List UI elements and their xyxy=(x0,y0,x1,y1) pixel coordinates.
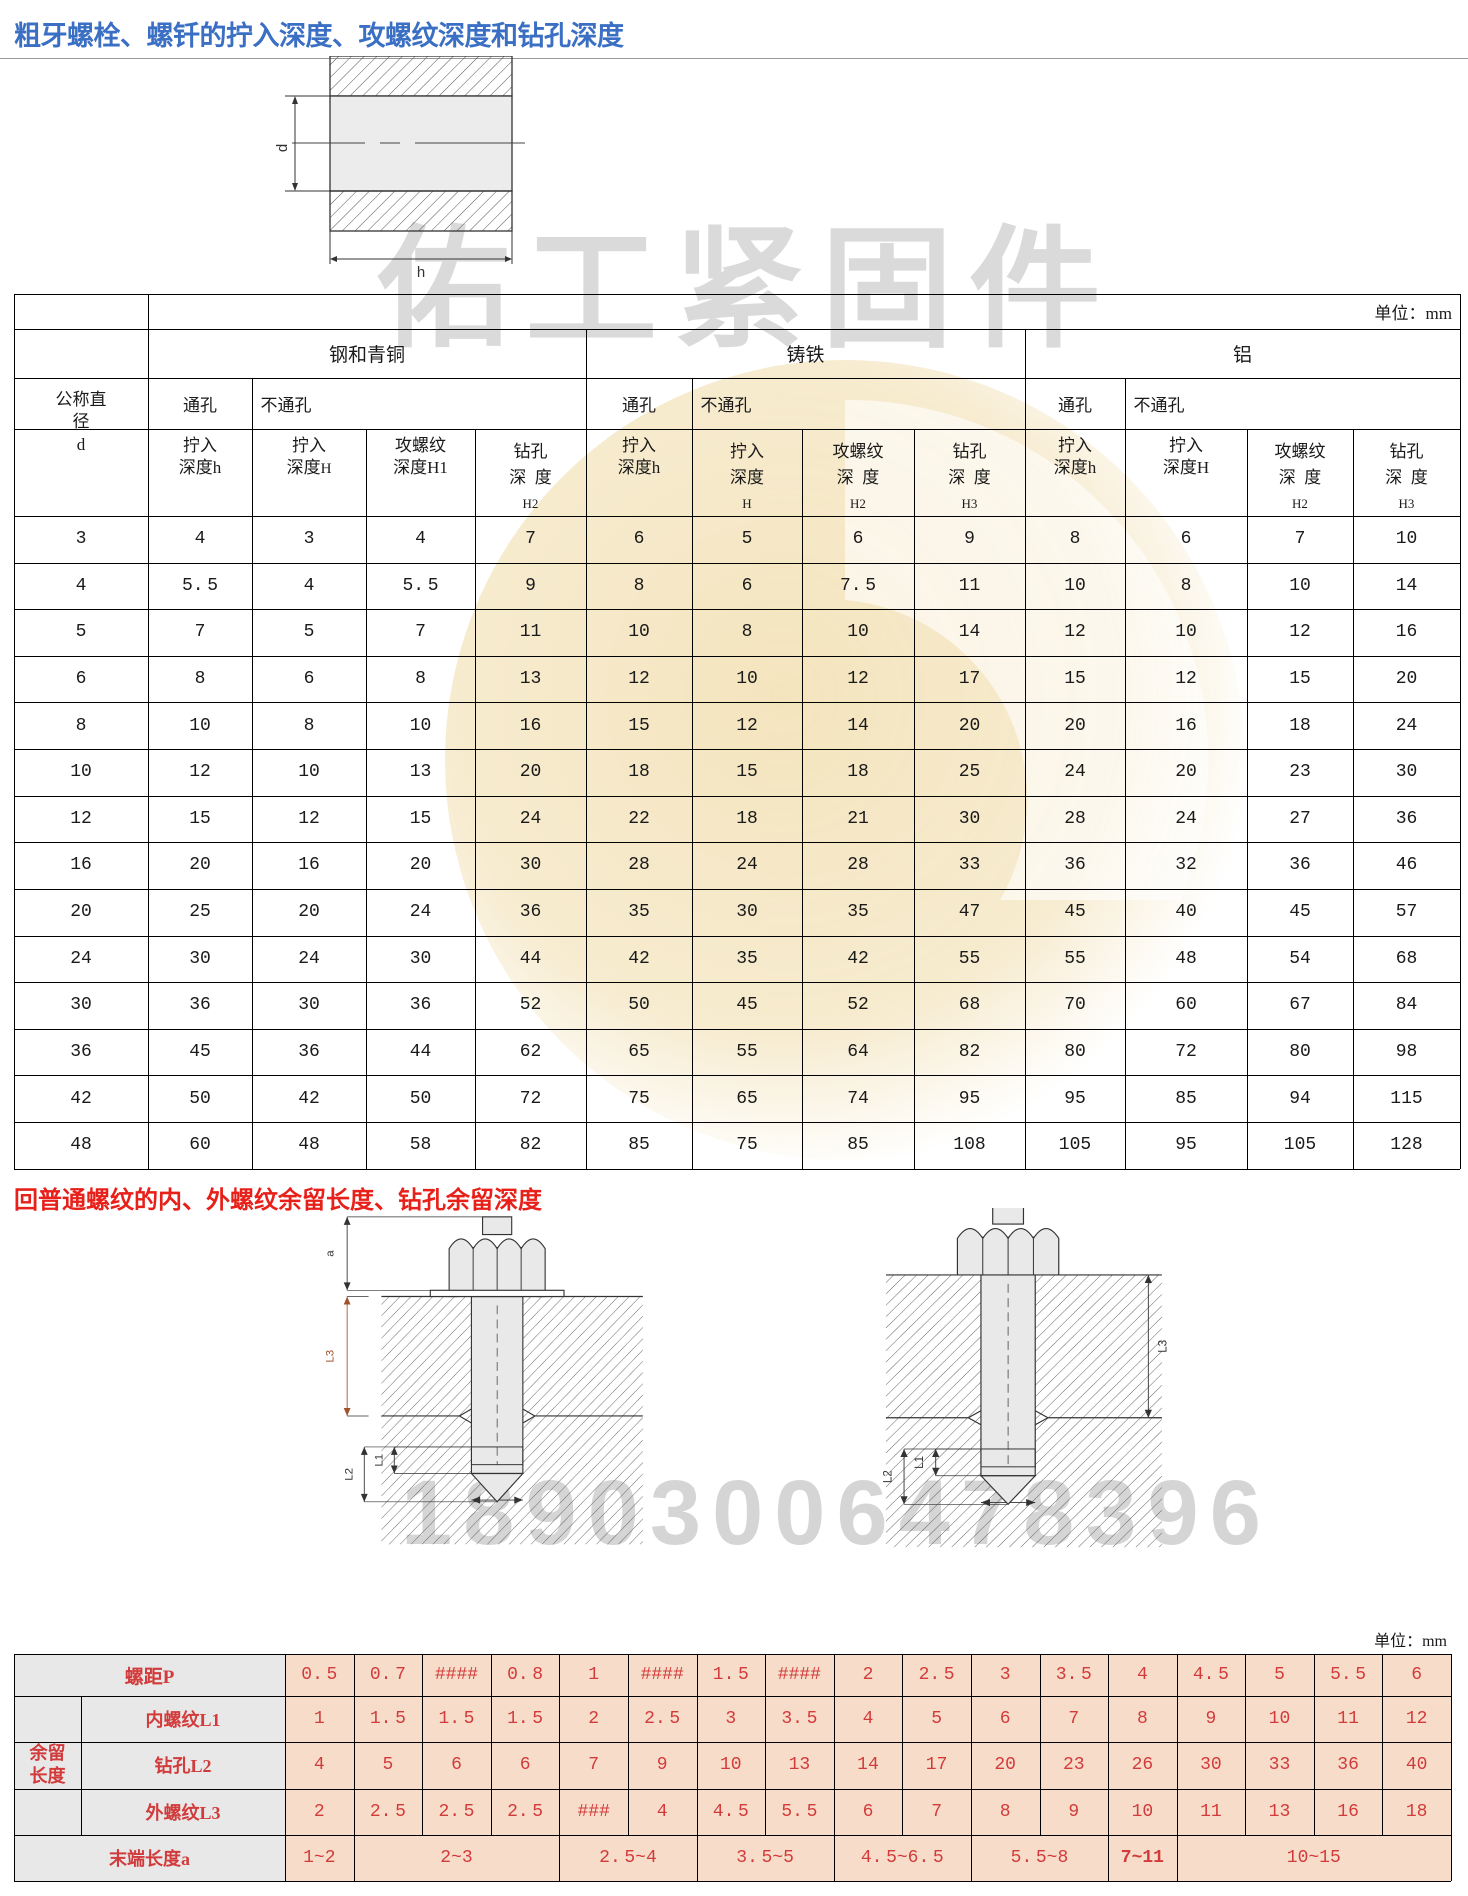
svg-text:L3: L3 xyxy=(1156,1340,1169,1353)
svg-text:L1: L1 xyxy=(373,1454,385,1467)
svg-text:L1: L1 xyxy=(913,1456,926,1469)
svg-text:L2: L2 xyxy=(343,1468,355,1481)
svg-text:L3: L3 xyxy=(325,1350,337,1363)
svg-text:L2: L2 xyxy=(881,1470,894,1483)
svg-text:a: a xyxy=(325,1250,337,1257)
svg-text:h: h xyxy=(417,264,425,281)
svg-text:d: d xyxy=(275,144,291,152)
